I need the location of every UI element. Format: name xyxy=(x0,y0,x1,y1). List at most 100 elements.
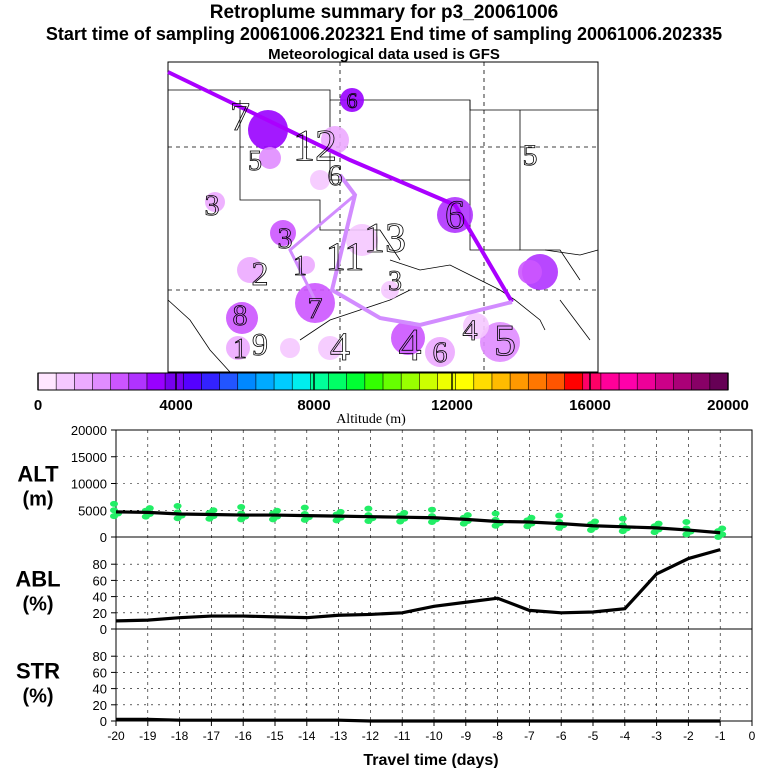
map-day-label: 3 xyxy=(278,222,293,255)
colorbar-cell xyxy=(165,373,184,390)
altitude-particle-point xyxy=(364,505,373,512)
y-tick-label: 0 xyxy=(100,714,107,729)
x-tick-label: -5 xyxy=(588,729,599,743)
x-tick-label: -7 xyxy=(524,729,535,743)
colorbar-tick-label: 16000 xyxy=(569,397,611,414)
altitude-particle-point xyxy=(682,519,691,526)
y-tick-label: 60 xyxy=(93,573,107,588)
series-line-alt xyxy=(115,510,721,535)
map-day-label: 6 xyxy=(445,192,465,237)
colorbar-cell xyxy=(637,373,656,390)
x-tick-label: -3 xyxy=(651,729,662,743)
map-day-label: 8 xyxy=(233,299,248,332)
altitude-particle-point xyxy=(591,518,599,525)
altitude-colorbar: 0 4000 8000 12000 16000 20000 Altitude (m) xyxy=(34,372,749,427)
x-tick-label: -9 xyxy=(460,729,471,743)
map-day-label: 1 xyxy=(293,251,307,282)
colorbar-cell xyxy=(128,373,148,390)
map-day-label: 6 xyxy=(347,88,358,113)
map-day-label: 2 xyxy=(252,256,269,293)
colorbar-cell xyxy=(146,373,166,390)
x-tick-label: -1 xyxy=(715,729,726,743)
colorbar-cell xyxy=(219,373,239,390)
sampling-time-subtitle: Start time of sampling 20061006.202321 E… xyxy=(45,24,723,44)
map-day-label: 7 xyxy=(230,94,250,139)
main-trajectory-line xyxy=(167,70,514,304)
altitude-particle-point xyxy=(145,505,154,512)
map-day-label: 5 xyxy=(248,146,262,177)
plume-circle xyxy=(295,283,335,323)
colorbar-cell xyxy=(92,373,112,390)
colorbar-cell xyxy=(419,373,438,390)
altitude-particle-point xyxy=(463,512,472,519)
y-tick-label: 10000 xyxy=(71,477,107,492)
altitude-particle-point xyxy=(110,507,118,514)
altitude-particle-point xyxy=(173,502,182,509)
colorbar-cell xyxy=(673,373,693,390)
map-day-label: 9 xyxy=(252,326,268,362)
x-tick-label: -8 xyxy=(492,729,503,743)
altitude-particle-point xyxy=(527,514,536,521)
map-day-label: 5 xyxy=(494,316,516,365)
colorbar-cell xyxy=(455,373,475,390)
altitude-particle-point xyxy=(273,507,281,514)
series-line-str xyxy=(116,717,721,723)
plume-circle xyxy=(259,147,281,169)
map-day-label: 3 xyxy=(205,189,220,222)
colorbar-cell xyxy=(237,373,257,390)
y-tick-label: 20000 xyxy=(71,423,107,438)
y-tick-label: 20 xyxy=(93,606,107,621)
x-tick-label: -18 xyxy=(171,729,189,743)
panel-unit-abl: (%) xyxy=(22,594,53,616)
plume-circle xyxy=(480,322,520,362)
map-day-label: 1 xyxy=(233,334,247,365)
altitude-particle-point xyxy=(237,504,246,511)
colorbar-cell xyxy=(437,373,457,390)
map-day-label: 4 xyxy=(399,319,422,370)
secondary-trajectory-line xyxy=(329,173,513,328)
colorbar-cell xyxy=(709,373,729,390)
plume-circle xyxy=(237,257,263,283)
colorbar-cell xyxy=(310,373,330,390)
y-tick-label: 60 xyxy=(93,665,107,680)
plume-circle xyxy=(310,170,330,190)
plume-circle xyxy=(391,321,425,355)
series-line-abl xyxy=(115,548,721,623)
panel-label-str: STR xyxy=(16,659,60,684)
plume-circle xyxy=(226,302,258,334)
x-axis-label: Travel time (days) xyxy=(363,752,498,768)
colorbar-cell xyxy=(528,373,547,390)
chart-title: Retroplume summary for p3_20061006 xyxy=(209,2,559,23)
x-tick-label: -12 xyxy=(362,729,380,743)
colorbar-tick-label: 8000 xyxy=(297,397,330,414)
panel-label-alt: ALT xyxy=(17,462,59,487)
map-day-label: 4 xyxy=(330,324,350,369)
map-day-label: 7 xyxy=(308,292,323,325)
altitude-particle-scatter xyxy=(110,500,727,540)
x-tick-label: -13 xyxy=(330,729,348,743)
colorbar-cell xyxy=(183,373,202,390)
altitude-particle-point xyxy=(718,525,727,532)
colorbar-cell xyxy=(255,373,275,390)
colorbar-cell xyxy=(38,373,57,390)
altitude-particle-point xyxy=(555,512,564,519)
x-tick-label: -4 xyxy=(619,729,630,743)
colorbar-cell xyxy=(110,373,130,390)
map-day-label: 4 xyxy=(463,314,478,347)
x-tick-label: -2 xyxy=(683,729,694,743)
y-tick-label: 15000 xyxy=(71,450,107,465)
x-tick-label: -10 xyxy=(425,729,443,743)
altitude-particle-point xyxy=(400,509,409,516)
y-tick-label: 5000 xyxy=(78,503,107,518)
colorbar-cell xyxy=(74,373,93,390)
plume-circle xyxy=(297,256,315,274)
colorbar-cell xyxy=(691,373,711,390)
plume-circle xyxy=(280,338,300,358)
colorbar-cell xyxy=(346,373,366,390)
x-tick-label: -15 xyxy=(266,729,284,743)
altitude-particle-point xyxy=(300,504,309,511)
y-tick-label: 20 xyxy=(93,698,107,713)
altitude-particle-point xyxy=(110,500,118,507)
colorbar-cell xyxy=(546,373,566,390)
